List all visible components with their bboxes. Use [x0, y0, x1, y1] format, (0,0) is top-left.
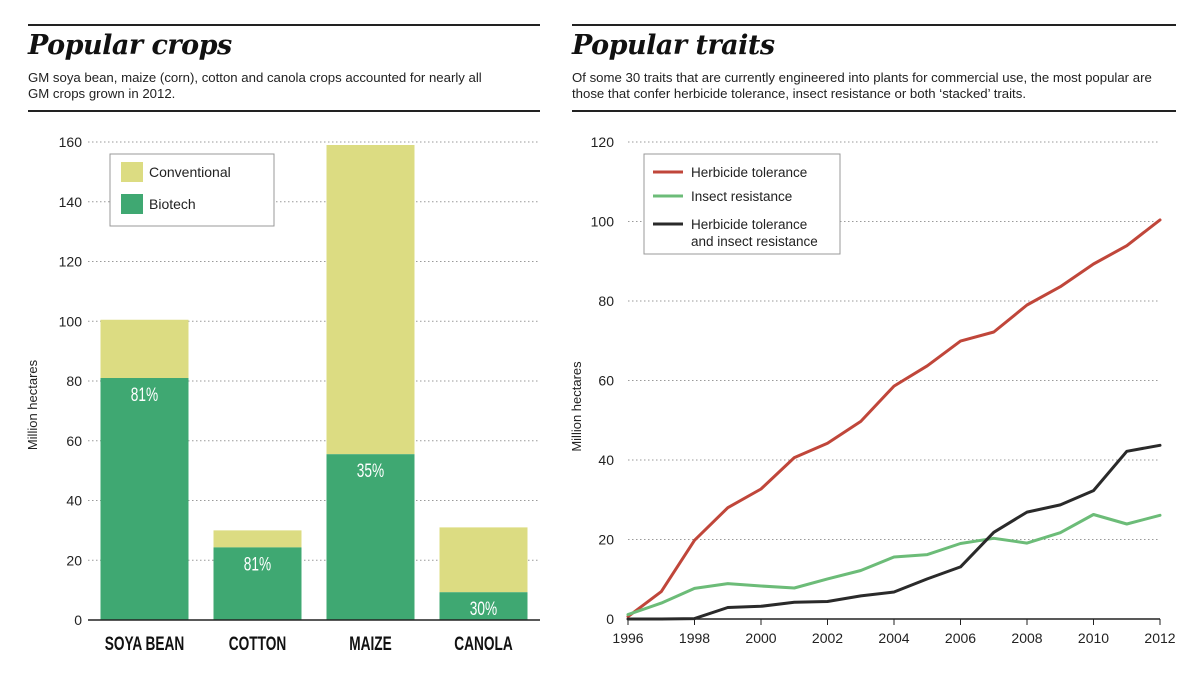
y-tick-label: 60: [66, 433, 82, 449]
y-tick-label: 100: [59, 313, 83, 329]
x-tick-label: 2004: [878, 630, 909, 646]
legend-label-line: and insect resistance: [691, 234, 818, 249]
legend: Conventional Biotech: [109, 153, 275, 227]
bar-conventional: [439, 527, 528, 593]
panel-title: Popular traits: [572, 30, 775, 61]
x-tick-label: 2000: [745, 630, 776, 646]
bottom-rule: [28, 110, 540, 112]
y-tick-label: 140: [59, 194, 83, 210]
x-category-label: COTTON: [229, 633, 286, 655]
panel-title: Popular crops: [28, 30, 232, 61]
x-tick-label: 2008: [1011, 630, 1042, 646]
legend-label-line: Insect resistance: [691, 189, 792, 204]
bar-percent-label: 30%: [470, 598, 498, 620]
y-tick-label: 0: [606, 611, 614, 627]
bar-percent-label: 35%: [357, 460, 385, 482]
legend-label: Conventional: [149, 164, 231, 180]
bar-conventional: [326, 144, 415, 455]
y-tick-label: 40: [598, 452, 614, 468]
x-tick-label: 1998: [679, 630, 710, 646]
bar-percent-label: 81%: [244, 553, 272, 575]
top-rule: [28, 24, 540, 26]
x-category-label: MAIZE: [349, 633, 392, 655]
popular-crops-panel: Popular crops GM soya bean, maize (corn)…: [25, 0, 540, 686]
x-category-label: SOYA BEAN: [105, 633, 185, 655]
panel-subtitle: GM soya bean, maize (corn), cotton and c…: [28, 70, 482, 101]
legend-label: Herbicide tolerance: [691, 165, 807, 180]
y-tick-label: 20: [598, 532, 614, 548]
y-tick-label: 100: [591, 214, 615, 230]
legend-label-line: Herbicide tolerance: [691, 217, 807, 232]
legend-label: Herbicide tolerance and insect resistance: [691, 217, 818, 249]
popular-traits-panel: Popular traits Of some 30 traits that ar…: [569, 0, 1176, 686]
y-tick-label: 20: [66, 552, 82, 568]
legend-swatch: [121, 162, 143, 182]
bar-conventional: [213, 530, 302, 548]
x-tick-label: 2010: [1078, 630, 1109, 646]
y-axis-label: Million hectares: [25, 359, 40, 450]
top-rule: [572, 24, 1176, 26]
x-tick-label: 2006: [945, 630, 976, 646]
y-tick-label: 40: [66, 493, 82, 509]
bar-percent-label: 81%: [131, 384, 159, 406]
bar-biotech: [439, 592, 528, 620]
y-tick-label: 120: [591, 134, 615, 150]
bar-biotech: [326, 454, 415, 620]
series-insect-resistance-line: [626, 513, 1162, 617]
y-tick-label: 80: [66, 373, 82, 389]
crops-bar-chart: 0 20 40 60 80 100 120 140 160 81% SOYA BEAN 81% COTT…: [25, 134, 540, 655]
legend-label: Insect resistance: [691, 189, 792, 204]
x-category-label: CANOLA: [454, 633, 513, 655]
y-tick-label: 80: [598, 293, 614, 309]
y-axis-label: Million hectares: [569, 361, 584, 452]
x-tick-label: 2012: [1144, 630, 1175, 646]
bar-biotech: [100, 378, 189, 620]
legend: Herbicide tolerance Insect resistance Herb…: [643, 153, 841, 255]
legend-label: Biotech: [149, 196, 196, 212]
y-tick-label: 60: [598, 373, 614, 389]
traits-line-chart: 0 20 40 60 80 100 120 1996 1998 2000 2002 2004 2006 2…: [569, 134, 1176, 646]
y-tick-label: 160: [59, 134, 83, 150]
panel-subtitle: Of some 30 traits that are currently eng…: [572, 70, 1152, 101]
series-herbicide-tolerance-line: [626, 218, 1162, 619]
bar-conventional: [100, 319, 189, 379]
bottom-rule: [572, 110, 1176, 112]
x-tick-label: 2002: [812, 630, 843, 646]
legend-label-line: Herbicide tolerance: [691, 165, 807, 180]
x-tick-label: 1996: [612, 630, 643, 646]
y-tick-label: 120: [59, 254, 83, 270]
series-stacked-traits-line: [626, 443, 1162, 621]
legend-swatch: [121, 194, 143, 214]
bar-biotech: [213, 547, 302, 620]
y-tick-label: 0: [74, 612, 82, 628]
